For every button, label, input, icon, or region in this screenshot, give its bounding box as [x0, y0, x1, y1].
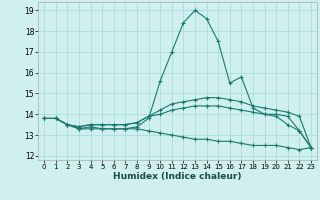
X-axis label: Humidex (Indice chaleur): Humidex (Indice chaleur) — [113, 172, 242, 181]
